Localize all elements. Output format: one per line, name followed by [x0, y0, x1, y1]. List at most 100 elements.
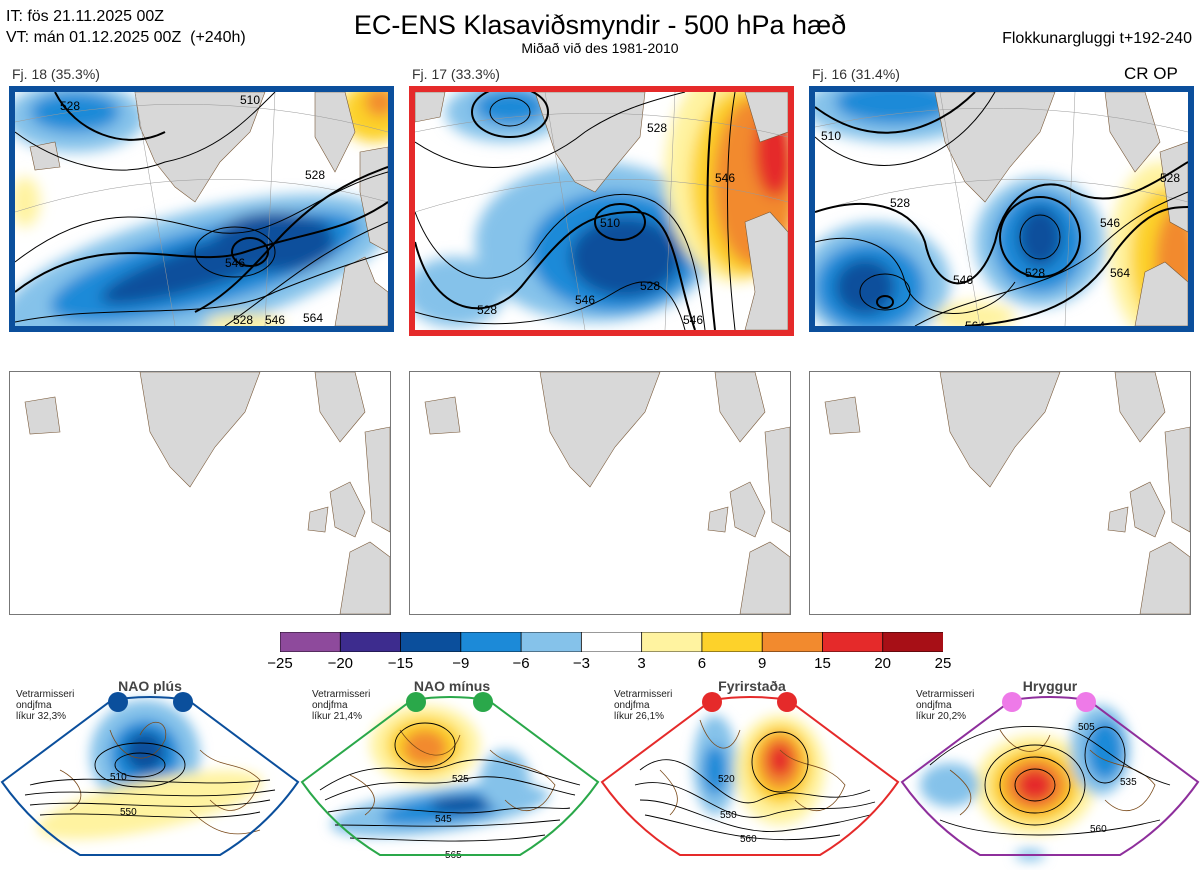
- anomaly-shading: [15, 92, 388, 326]
- contour-label: 520: [718, 774, 735, 785]
- empty-map-3: [809, 371, 1191, 615]
- contour-label-528: 528: [305, 168, 325, 182]
- colorbar-tick: 15: [814, 655, 831, 672]
- regime-probability: líkur 26,1%: [614, 711, 665, 722]
- regime-season: Vetrarmisseri: [312, 689, 371, 700]
- cluster-map-1: 528 510 528 546 528 546 564: [9, 86, 394, 332]
- colorbar-tick: 25: [934, 655, 952, 672]
- colorbar: [280, 632, 943, 652]
- coastlines: [349, 729, 556, 816]
- regime-frame: [0, 695, 300, 856]
- colorbar-swatch: [580, 632, 643, 652]
- regime-marker: [108, 692, 128, 712]
- height-contours: [815, 92, 1188, 326]
- contour-labels: 528 510 528 546 528 546 564: [60, 93, 325, 326]
- anomaly-shading: [920, 705, 1130, 861]
- colorbar-swatch: [520, 632, 583, 652]
- regime-4-map: 505 535 560: [900, 690, 1200, 870]
- cr-op-label: CR OP: [1124, 64, 1178, 83]
- regime-frame: [300, 695, 600, 856]
- regime-3-title: Fyrirstaða: [718, 678, 786, 694]
- contour-label-546c: 546: [683, 313, 703, 327]
- regime-probability: líkur 21,4%: [312, 711, 363, 722]
- coastlines: [949, 729, 1156, 816]
- cluster-map-2-svg: 528 510 546 528 528 546 546: [415, 92, 788, 330]
- contour-label-528b: 528: [60, 99, 80, 113]
- contour-label: 550: [120, 807, 137, 818]
- contour-label-546: 546: [225, 256, 245, 270]
- colorbar-tick: −6: [512, 655, 530, 672]
- contour-label: 525: [452, 774, 469, 785]
- contour-label-510: 510: [821, 129, 841, 143]
- colorbar-tick: −20: [327, 655, 354, 672]
- contour-label-546b: 546: [1100, 216, 1120, 230]
- colorbar-tick: 20: [874, 655, 892, 672]
- contour-label: 505: [1078, 722, 1095, 733]
- colorbar-swatch: [641, 632, 703, 652]
- graticule: [415, 92, 788, 330]
- regime-frame: [900, 695, 1200, 856]
- anomaly-shading: [331, 705, 549, 837]
- regime-marker: [473, 692, 493, 712]
- cluster-map-2: 528 510 546 528 528 546 546: [409, 86, 794, 336]
- landmass: [24, 372, 390, 614]
- colorbar-swatch: [280, 632, 342, 652]
- empty-map-3-svg: [824, 372, 1190, 614]
- landmass: [415, 92, 788, 330]
- regime-2-map: 525 545 565: [300, 690, 600, 870]
- contour-label: 560: [740, 834, 757, 845]
- header-info: IT: fös 21.11.2025 00Z VT: mán 01.12.202…: [6, 6, 246, 48]
- colorbar-swatch: [339, 632, 402, 652]
- coastlines: [659, 719, 846, 816]
- contour-label-564: 564: [1110, 266, 1130, 280]
- regime-4-info: Vetrarmisseri ondjfma líkur 20,2%: [916, 689, 974, 722]
- colorbar-swatch: [460, 632, 522, 652]
- it-line: IT: fös 21.11.2025 00Z: [6, 8, 165, 25]
- contour-label-546b: 546: [265, 313, 285, 326]
- contour-label: 545: [435, 814, 452, 825]
- regime-marker: [406, 692, 426, 712]
- contour-label: 510: [110, 772, 127, 783]
- regime-months: ondjfma: [614, 700, 650, 711]
- regime-1-info: Vetrarmisseri ondjfma líkur 32,3%: [16, 689, 74, 722]
- contour-label-510: 510: [600, 216, 620, 230]
- regime-1-title: NAO plús: [118, 678, 182, 694]
- regime-months: ondjfma: [916, 700, 952, 711]
- contour-label-564b: 564: [965, 319, 985, 326]
- panel-1-label: Fj. 18 (35.3%): [12, 66, 100, 82]
- contour-label-528c: 528: [1025, 266, 1045, 280]
- regime-4-svg: 505 535 560: [900, 692, 1200, 861]
- colorbar-tick: −3: [572, 655, 590, 672]
- contour-label-528b: 528: [1160, 171, 1180, 185]
- colorbar-tick: 3: [637, 655, 646, 672]
- regime-marker: [1002, 692, 1022, 712]
- contour-labels: 520 550 560: [718, 774, 757, 845]
- regime-3-svg: 520 550 560: [600, 692, 900, 856]
- landmass: [424, 372, 790, 614]
- contour-label-528b: 528: [640, 279, 660, 293]
- regime-season: Vetrarmisseri: [16, 689, 75, 700]
- vt-line: VT: mán 01.12.2025 00Z (+240h): [6, 29, 246, 46]
- contour-labels: 528 510 546 528 528 546 546: [477, 121, 735, 327]
- landmass: [824, 372, 1190, 614]
- regime-months: ondjfma: [312, 700, 348, 711]
- contour-label-510: 510: [240, 93, 260, 107]
- regime-season: Vetrarmisseri: [916, 689, 975, 700]
- height-contours: [319, 722, 581, 842]
- contour-label-528: 528: [890, 196, 910, 210]
- contour-label-564: 564: [303, 311, 323, 325]
- colorbar-tick: −9: [452, 655, 470, 672]
- regime-2-svg: 525 545 565: [300, 692, 600, 861]
- height-contours: [634, 731, 876, 841]
- landmass: [29, 92, 388, 326]
- height-contours: [24, 742, 276, 818]
- panel-3-label: Fj. 16 (31.4%): [812, 66, 900, 82]
- empty-map-2-svg: [424, 372, 790, 614]
- colorbar-labels: −25 −20 −15 −9 −6 −3 3 6 9 15 20 25: [267, 655, 951, 675]
- colorbar-swatch: [400, 632, 462, 652]
- regime-2-title: NAO mínus: [413, 678, 491, 694]
- contour-labels: 505 535 560: [1078, 722, 1137, 835]
- regime-season: Vetrarmisseri: [614, 689, 673, 700]
- regime-probability: líkur 32,3%: [16, 711, 67, 722]
- colorbar-tick: −15: [387, 655, 414, 672]
